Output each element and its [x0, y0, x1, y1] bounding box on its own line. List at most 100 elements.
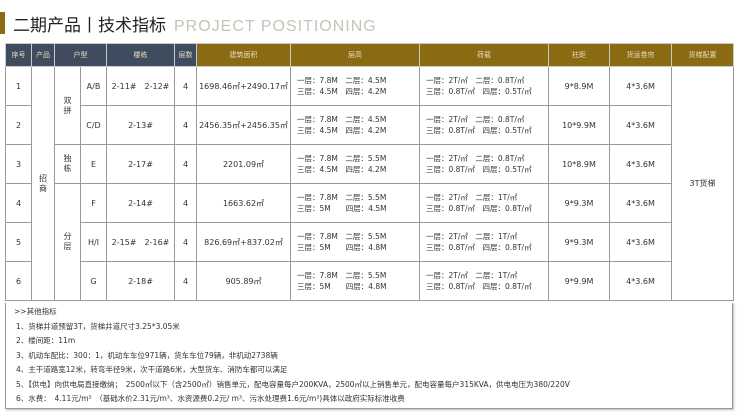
header-area: 建筑面积: [196, 43, 291, 67]
height-line: 一层：7.8M 二层：5.5M: [297, 232, 387, 241]
cell-shutter: 4*3.6M: [609, 222, 672, 262]
load-line: 一层：2T/㎡ 二层：0.8T/㎡: [426, 154, 525, 163]
header-height: 层高: [290, 43, 420, 67]
other-indicators: >>其他指标 1、货梯井道预留3T，货梯井道尺寸3.25*3.05米 2、楼间距…: [5, 303, 733, 409]
cell-height: 一层：7.8M 二层：5.5M 三层：4.5M 四层：4.2M: [290, 144, 420, 184]
cell-shutter: 4*3.6M: [609, 66, 672, 106]
cell-floors: 4: [174, 261, 197, 301]
cell-area: 2201.09㎡: [196, 144, 291, 184]
cell-load: 一层：2T/㎡ 二层：0.8T/㎡ 三层：0.8T/㎡ 四层：0.5T/㎡: [419, 66, 549, 106]
cell-type: F: [80, 183, 107, 223]
cell-building: 2-18#: [106, 261, 175, 301]
height-line: 三层：5M 四层：4.8M: [297, 243, 387, 252]
cell-building: 2-11# 2-12#: [106, 66, 175, 106]
cell-column: 9*9.9M: [548, 261, 610, 301]
height-line: 三层：4.5M 四层：4.2M: [297, 87, 387, 96]
load-line: 三层：0.8T/㎡ 四层：0.5T/㎡: [426, 165, 532, 174]
table-row: 4 分层 F 2-14# 4 1663.62㎡ 一层：7.8M 二层：5.5M 三层：5M 四…: [5, 183, 734, 301]
height-line: 一层：7.8M 二层：4.5M: [297, 76, 387, 85]
cell-no: 2: [5, 105, 32, 145]
cell-type: A/B: [80, 66, 107, 106]
cell-column: 10*9.9M: [548, 105, 610, 145]
page-title: 二期产品丨技术指标 PROJECT POSITIONING: [13, 11, 377, 36]
cell-column: 10*8.9M: [548, 144, 610, 184]
header-type: 户型: [54, 43, 107, 67]
title-accent-bar: [0, 12, 5, 34]
cell-no: 3: [5, 144, 32, 184]
cell-type: E: [80, 144, 107, 184]
notes-heading: >>其他指标: [14, 307, 57, 316]
load-line: 一层：2T/㎡ 二层：0.8T/㎡: [426, 76, 525, 85]
cell-load: 一层：2T/㎡ 二层：1T/㎡ 三层：0.8T/㎡ 四层：0.8T/㎡: [419, 261, 549, 301]
cell-type: G: [80, 261, 107, 301]
cell-building: 2-13#: [106, 105, 175, 145]
cell-floors: 4: [174, 144, 197, 184]
header-floors: 层数: [174, 43, 197, 67]
height-line: 一层：7.8M 二层：5.5M: [297, 271, 387, 280]
cell-height: 一层：7.8M 二层：5.5M 三层：5M 四层：4.5M: [290, 183, 420, 223]
spec-table: 序号 产品 户型 楼栋 层数 建筑面积 层高 荷载 柱距 货运卷帘 货梯配置 1…: [5, 43, 734, 301]
table-row: 3 独栋 E 2-17# 4 2201.09㎡ 一层：7.8M 二层：5.5M 三层：4.5M…: [5, 144, 734, 184]
header-elevator: 货梯配置: [671, 43, 734, 67]
header-load: 荷载: [419, 43, 549, 67]
cell-shutter: 4*3.6M: [609, 144, 672, 184]
height-line: 一层：7.8M 二层：4.5M: [297, 115, 387, 124]
cell-type: C/D: [80, 105, 107, 145]
height-line: 三层：5M 四层：4.5M: [297, 204, 387, 213]
load-line: 三层：0.8T/㎡ 四层：0.8T/㎡: [426, 243, 532, 252]
cell-type-group: 独栋: [54, 144, 81, 184]
cell-height: 一层：7.8M 二层：5.5M 三层：5M 四层：4.8M: [290, 261, 420, 301]
cell-product: 招商: [31, 66, 55, 301]
cell-area: 1698.46㎡+2490.17㎡: [196, 66, 291, 106]
height-line: 三层：4.5M 四层：4.2M: [297, 165, 387, 174]
table-row: 2 C/D 2-13# 4 2456.35㎡+2456.35㎡ 一层：7.8M 二层：4.…: [5, 105, 734, 145]
load-line: 三层：0.8T/㎡ 四层：0.8T/㎡: [426, 204, 532, 213]
cell-building: 2-14#: [106, 183, 175, 223]
cell-height: 一层：7.8M 二层：4.5M 三层：4.5M 四层：4.2M: [290, 105, 420, 145]
cell-column: 9*9.3M: [548, 222, 610, 262]
load-line: 一层：2T/㎡ 二层：1T/㎡: [426, 193, 518, 202]
cell-load: 一层：2T/㎡ 二层：0.8T/㎡ 三层：0.8T/㎡ 四层：0.5T/㎡: [419, 105, 549, 145]
height-line: 一层：7.8M 二层：5.5M: [297, 154, 387, 163]
cell-floors: 4: [174, 183, 197, 223]
table-row: 1 招商 双拼 A/B 2-11# 2-12# 4 1698.46㎡+2490.17㎡ 一层：…: [5, 66, 734, 301]
height-line: 一层：7.8M 二层：5.5M: [297, 193, 387, 202]
cell-no: 4: [5, 183, 32, 223]
cell-building: 2-15# 2-16#: [106, 222, 175, 262]
cell-no: 6: [5, 261, 32, 301]
cell-column: 9*8.9M: [548, 66, 610, 106]
load-line: 一层：2T/㎡ 二层：1T/㎡: [426, 232, 518, 241]
table-row: 6 G 2-18# 4 905.89㎡ 一层：7.8M 二层：5.5M 三层：5M 四层：4…: [5, 261, 734, 301]
cell-area: 1663.62㎡: [196, 183, 291, 223]
note-item: 5、【供电】向供电局直接缴纳； 2500㎡以下（含2500㎡）销售单元，配电容量…: [16, 379, 570, 389]
table-row: 5 H/I 2-15# 2-16# 4 826.69㎡+837.02㎡ 一层：7.8M 二…: [5, 222, 734, 262]
load-line: 三层：0.8T/㎡ 四层：0.5T/㎡: [426, 126, 532, 135]
load-line: 三层：0.8T/㎡ 四层：0.8T/㎡: [426, 282, 532, 291]
note-item: 3、机动车配比：300：1，机动车车位971辆，货车车位79辆，非机动2738辆: [16, 350, 278, 360]
cell-shutter: 4*3.6M: [609, 105, 672, 145]
cell-shutter: 4*3.6M: [609, 183, 672, 223]
load-line: 三层：0.8T/㎡ 四层：0.5T/㎡: [426, 87, 532, 96]
header-row: 序号 产品 户型 楼栋 层数 建筑面积 层高 荷载 柱距 货运卷帘 货梯配置: [5, 43, 734, 67]
cell-floors: 4: [174, 66, 197, 106]
header-shutter: 货运卷帘: [609, 43, 672, 67]
load-line: 一层：2T/㎡ 二层：0.8T/㎡: [426, 115, 525, 124]
header-no: 序号: [5, 43, 32, 67]
title-cn: 二期产品丨技术指标: [13, 16, 166, 36]
header-column: 柱距: [548, 43, 610, 67]
cell-building: 2-17#: [106, 144, 175, 184]
note-item: 6、水费： 4.11元/m³ （基础水价2.31元/m³、水资源费0.2元/ m…: [16, 394, 405, 403]
note-item: 2、楼间距：11m: [16, 336, 76, 345]
height-line: 三层：5M 四层：4.8M: [297, 282, 387, 291]
cell-type-group: 双拼: [54, 66, 81, 145]
cell-area: 826.69㎡+837.02㎡: [196, 222, 291, 262]
height-line: 三层：4.5M 四层：4.2M: [297, 126, 387, 135]
header-building: 楼栋: [106, 43, 175, 67]
cell-shutter: 4*3.6M: [609, 261, 672, 301]
cell-type: H/I: [80, 222, 107, 262]
cell-no: 5: [5, 222, 32, 262]
note-item: 1、货梯井道预留3T，货梯井道尺寸3.25*3.05米: [16, 321, 180, 331]
cell-floors: 4: [174, 222, 197, 262]
